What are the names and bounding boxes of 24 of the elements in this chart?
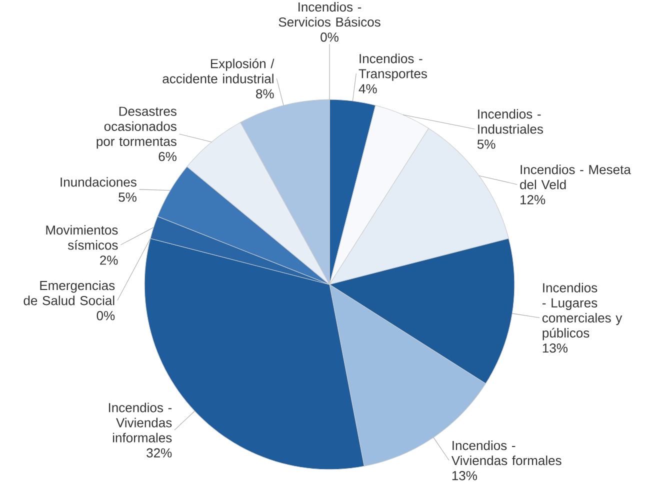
data-label: 13% bbox=[542, 343, 568, 353]
slice-label: Incendios - Meseta del Veld bbox=[520, 164, 631, 190]
slice-label: Incendios - Transportes bbox=[358, 54, 427, 81]
data-label: 13% bbox=[452, 470, 477, 480]
slice-label: Incendios - Lugares comerciales y públicos bbox=[542, 282, 622, 340]
data-label: 32% bbox=[146, 448, 172, 458]
text: 0% bbox=[320, 32, 338, 42]
slice-label: Incendios - Viviendas informales bbox=[108, 402, 172, 442]
slice-label: Explosión / accidente industrial bbox=[162, 58, 274, 84]
slice-label: Desastres ocasionados por tormentas bbox=[96, 106, 176, 148]
slice-label: Movimientos sísmicos bbox=[46, 224, 118, 250]
slice-label: Incendios - Industriales bbox=[478, 108, 543, 134]
data-label: 5% bbox=[477, 140, 496, 149]
data-label: 5% bbox=[118, 192, 136, 202]
data-label: 8% bbox=[256, 89, 274, 98]
data-label: 12% bbox=[520, 194, 546, 204]
data-label: 6% bbox=[158, 152, 176, 161]
category-label: Emergencias de Salud Social bbox=[24, 280, 115, 306]
slice-label: Inundaciones bbox=[60, 177, 136, 187]
data-label: 4% bbox=[358, 84, 377, 94]
slice-label: Incendios - Viviendas formales bbox=[451, 440, 562, 466]
data-label: 2% bbox=[100, 255, 118, 265]
text: 0% bbox=[96, 310, 115, 320]
category-label: Incendios - Servicios Básicos bbox=[278, 2, 380, 27]
